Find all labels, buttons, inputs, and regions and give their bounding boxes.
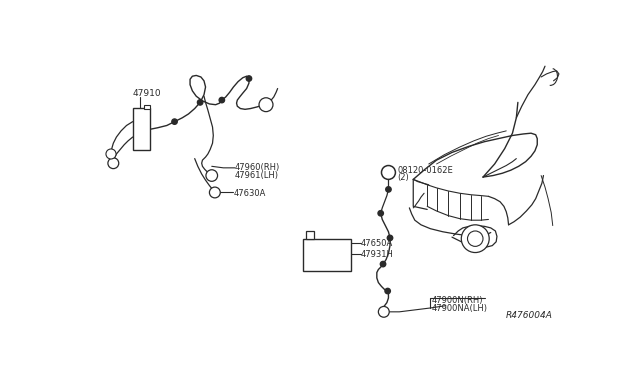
Text: 47630A: 47630A xyxy=(234,189,266,198)
Text: (2): (2) xyxy=(397,173,410,182)
Circle shape xyxy=(381,166,396,179)
Circle shape xyxy=(212,189,218,196)
Circle shape xyxy=(110,160,116,166)
Circle shape xyxy=(262,101,270,109)
Bar xyxy=(143,105,150,109)
Circle shape xyxy=(108,151,114,157)
Circle shape xyxy=(385,288,390,294)
Text: 47900N(RH): 47900N(RH) xyxy=(432,296,483,305)
Text: 08120-0162E: 08120-0162E xyxy=(397,166,454,174)
Text: 47650A: 47650A xyxy=(360,240,393,248)
Circle shape xyxy=(108,158,119,169)
Circle shape xyxy=(386,187,391,192)
Text: B: B xyxy=(385,166,392,176)
Text: 47910: 47910 xyxy=(132,89,161,97)
Circle shape xyxy=(378,307,389,317)
Circle shape xyxy=(467,231,483,246)
Bar xyxy=(307,231,314,239)
Text: 47900NA(LH): 47900NA(LH) xyxy=(432,304,488,313)
Text: R476004A: R476004A xyxy=(506,311,553,320)
Circle shape xyxy=(461,225,489,253)
Circle shape xyxy=(380,262,386,267)
Bar xyxy=(303,239,351,271)
Circle shape xyxy=(259,98,273,112)
Circle shape xyxy=(387,235,393,241)
Circle shape xyxy=(206,170,218,181)
Circle shape xyxy=(197,100,203,105)
Circle shape xyxy=(219,97,225,103)
Circle shape xyxy=(246,76,252,81)
Circle shape xyxy=(106,149,116,159)
Circle shape xyxy=(209,187,220,198)
Circle shape xyxy=(378,211,383,216)
Text: 47931H: 47931H xyxy=(360,250,394,259)
Text: 47961(LH): 47961(LH) xyxy=(235,171,279,180)
Text: 47960(RH): 47960(RH) xyxy=(235,163,280,172)
Bar xyxy=(132,108,150,150)
Circle shape xyxy=(381,309,387,315)
Circle shape xyxy=(172,119,177,124)
Circle shape xyxy=(209,173,215,179)
